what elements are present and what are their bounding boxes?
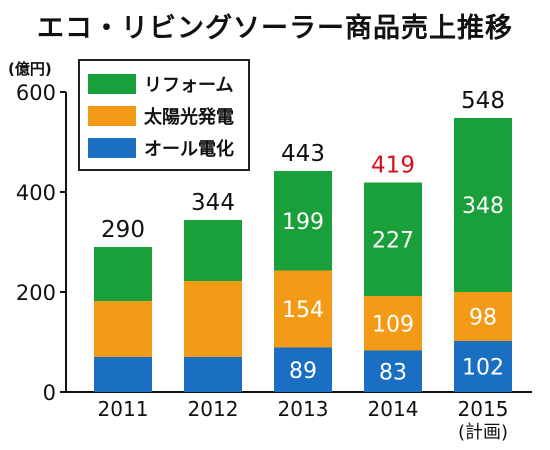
data-label: 199 [282, 210, 324, 235]
data-label: 154 [282, 298, 324, 323]
data-label: 83 [379, 360, 407, 385]
legend-swatch-solar [88, 106, 136, 126]
bar-segment [454, 292, 512, 341]
data-label: 98 [469, 306, 497, 331]
total-label: 548 [461, 88, 505, 114]
total-label: 443 [281, 141, 325, 167]
legend-label-solar: 太陽光発電 [144, 107, 234, 128]
x-tick-label: 2011 [98, 397, 149, 421]
total-label: 344 [191, 190, 235, 216]
bar-segment [364, 296, 422, 351]
x-tick-label: 2015 [458, 397, 509, 421]
total-label: 419 [371, 153, 415, 179]
legend-swatch-all-electric [88, 138, 136, 158]
legend-item-solar: 太陽光発電 [88, 100, 240, 132]
y-tick-label: 400 [16, 181, 56, 205]
bar-segment [274, 171, 332, 271]
total-label: 290 [101, 217, 145, 243]
data-label: 227 [372, 228, 414, 253]
x-tick-label: 2012 [188, 397, 239, 421]
chart-legend: リフォーム 太陽光発電 オール電化 [78, 59, 250, 171]
data-label: 348 [462, 194, 504, 219]
bar-segment [454, 341, 512, 392]
bar-segment [94, 301, 152, 357]
bar-segment [184, 357, 242, 392]
x-tick-note: (計画) [458, 422, 508, 443]
bar-segment [454, 118, 512, 292]
bar-segment [274, 347, 332, 392]
y-tick-label: 200 [16, 281, 56, 305]
bar-segment [364, 350, 422, 392]
data-label: 109 [372, 312, 414, 337]
legend-item-all-electric: オール電化 [88, 132, 240, 164]
legend-item-renovation: リフォーム [88, 68, 240, 100]
chart-title: エコ・リビングソーラー商品売上推移 [37, 13, 513, 44]
y-tick-label: 0 [43, 381, 56, 405]
bar-segment [184, 220, 242, 281]
bar-segment [274, 270, 332, 348]
y-axis-unit: (億円) [8, 60, 52, 78]
bar-segment [94, 357, 152, 392]
y-tick-label: 600 [16, 81, 56, 105]
x-tick-label: 2014 [368, 397, 419, 421]
legend-label-renovation: リフォーム [144, 75, 234, 96]
x-tick-label: 2013 [278, 397, 329, 421]
bar-segment [94, 247, 152, 301]
legend-label-all-electric: オール電化 [144, 139, 234, 160]
bar-segment [184, 281, 242, 357]
data-label: 89 [289, 359, 317, 384]
data-label: 102 [462, 356, 504, 381]
legend-swatch-renovation [88, 74, 136, 94]
bar-segment [364, 182, 422, 296]
